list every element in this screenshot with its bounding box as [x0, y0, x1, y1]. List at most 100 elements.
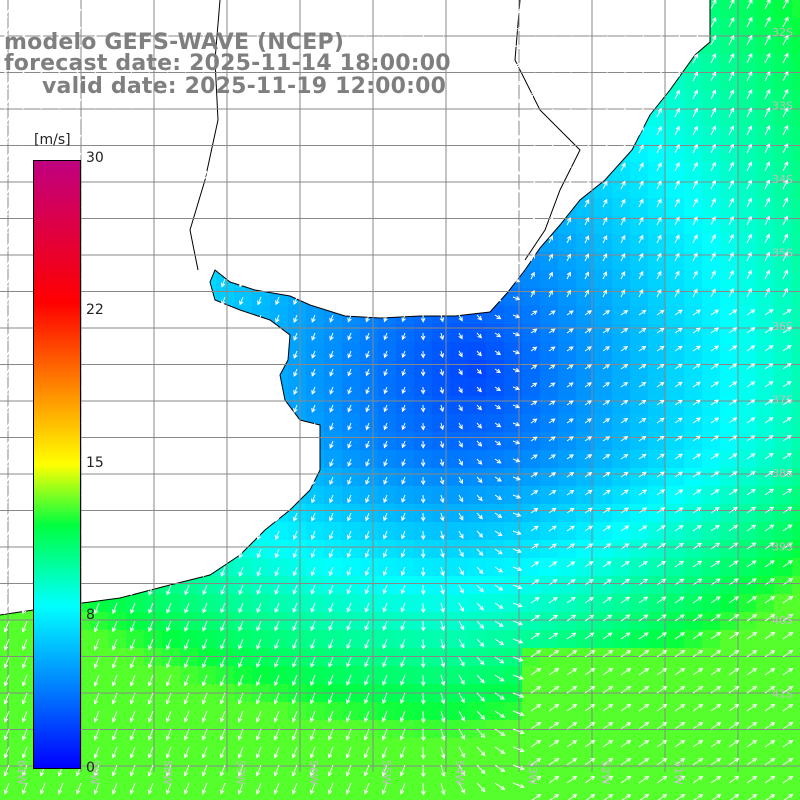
- wind-arrow: [620, 685, 632, 694]
- wind-arrow: [602, 382, 611, 388]
- wind-arrow: [219, 674, 226, 687]
- wind-arrow: [148, 44, 154, 56]
- wind-arrow: [512, 656, 524, 662]
- wind-arrow: [184, 44, 190, 55]
- field-cell: [792, 0, 800, 18]
- wind-arrow: [111, 764, 118, 777]
- wind-arrow: [346, 584, 352, 595]
- wind-arrow: [257, 278, 262, 288]
- wind-arrow: [530, 418, 538, 424]
- wind-arrow: [420, 278, 426, 287]
- wind-arrow: [183, 710, 190, 723]
- wind-arrow: [638, 252, 644, 262]
- wind-arrow: [148, 386, 154, 397]
- wind-arrow: [494, 494, 503, 500]
- wind-arrow: [674, 507, 684, 514]
- wind-arrow: [494, 224, 502, 230]
- field-cell: [792, 468, 800, 486]
- wind-arrow: [638, 614, 649, 622]
- wind-arrow: [220, 638, 226, 650]
- border-line: [189, 0, 221, 271]
- wind-arrow: [656, 649, 668, 658]
- wind-arrow: [584, 310, 592, 316]
- wind-arrow: [710, 685, 722, 694]
- wind-arrow: [512, 206, 522, 211]
- wind-arrow: [401, 152, 406, 162]
- wind-arrow: [130, 242, 136, 253]
- wind-arrow: [548, 561, 558, 568]
- wind-arrow: [710, 270, 716, 280]
- wind-arrow: [602, 180, 608, 190]
- wind-arrow: [202, 44, 208, 55]
- wind-arrow: [512, 331, 521, 337]
- wind-arrow: [420, 368, 426, 377]
- wind-arrow: [602, 234, 608, 244]
- wind-arrow: [728, 703, 740, 712]
- wind-arrow: [620, 739, 632, 748]
- wind-arrow: [130, 476, 136, 487]
- wind-arrow: [512, 566, 523, 572]
- wind-arrow: [656, 162, 662, 172]
- wind-arrow: [602, 453, 611, 460]
- wind-arrow: [746, 179, 752, 190]
- wind-arrow: [221, 404, 226, 414]
- wind-arrow: [728, 524, 739, 532]
- wind-arrow: [620, 35, 626, 46]
- wind-arrow: [440, 98, 445, 108]
- wind-arrow: [656, 757, 668, 766]
- wind-arrow: [166, 62, 172, 73]
- wind-arrow: [710, 757, 722, 766]
- wind-arrow: [166, 332, 172, 342]
- wind-arrow: [202, 476, 208, 487]
- wind-arrow: [548, 144, 554, 154]
- wind-arrow: [399, 710, 406, 723]
- wind-arrow: [256, 224, 262, 234]
- wind-arrow: [148, 278, 154, 289]
- wind-arrow: [494, 656, 505, 664]
- wind-arrow: [239, 260, 244, 270]
- wind-arrow: [692, 179, 698, 190]
- wind-arrow: [58, 62, 64, 74]
- wind-arrow: [494, 152, 503, 159]
- wind-arrow: [674, 471, 684, 478]
- wind-arrow: [728, 417, 738, 424]
- wind-arrow: [184, 332, 190, 342]
- wind-arrow: [530, 454, 538, 460]
- wind-arrow: [238, 44, 244, 55]
- wind-arrow: [476, 8, 484, 17]
- wind-arrow: [674, 721, 686, 730]
- wind-arrow: [112, 476, 118, 487]
- wind-arrow: [420, 404, 426, 413]
- wind-arrow: [202, 170, 208, 181]
- wind-arrow: [674, 198, 680, 208]
- wind-arrow: [746, 215, 752, 226]
- wind-arrow: [202, 296, 208, 306]
- wind-arrow: [494, 638, 505, 646]
- wind-arrow: [166, 26, 172, 38]
- field-cell: [792, 396, 800, 414]
- wind-arrow: [220, 548, 226, 559]
- field-cell: [234, 792, 252, 800]
- wind-arrow: [476, 134, 484, 142]
- wind-arrow: [76, 44, 82, 56]
- wind-arrow: [764, 251, 770, 262]
- wind-arrow: [346, 26, 352, 37]
- wind-arrow: [328, 44, 334, 55]
- wind-arrow: [383, 386, 388, 395]
- wind-arrow: [674, 757, 686, 766]
- wind-arrow: [638, 417, 647, 424]
- wind-arrow: [383, 422, 388, 431]
- wind-arrow: [328, 134, 334, 144]
- wind-arrow: [782, 667, 794, 676]
- wind-arrow: [566, 253, 572, 262]
- field-cell: [792, 594, 800, 612]
- wind-arrow: [584, 667, 596, 676]
- wind-arrow: [638, 89, 644, 100]
- wind-arrow: [112, 260, 118, 271]
- wind-arrow: [309, 692, 316, 705]
- wind-arrow: [382, 80, 388, 90]
- wind-arrow: [310, 656, 316, 668]
- wind-arrow: [257, 332, 262, 342]
- wind-arrow: [782, 506, 793, 514]
- wind-arrow: [238, 8, 244, 19]
